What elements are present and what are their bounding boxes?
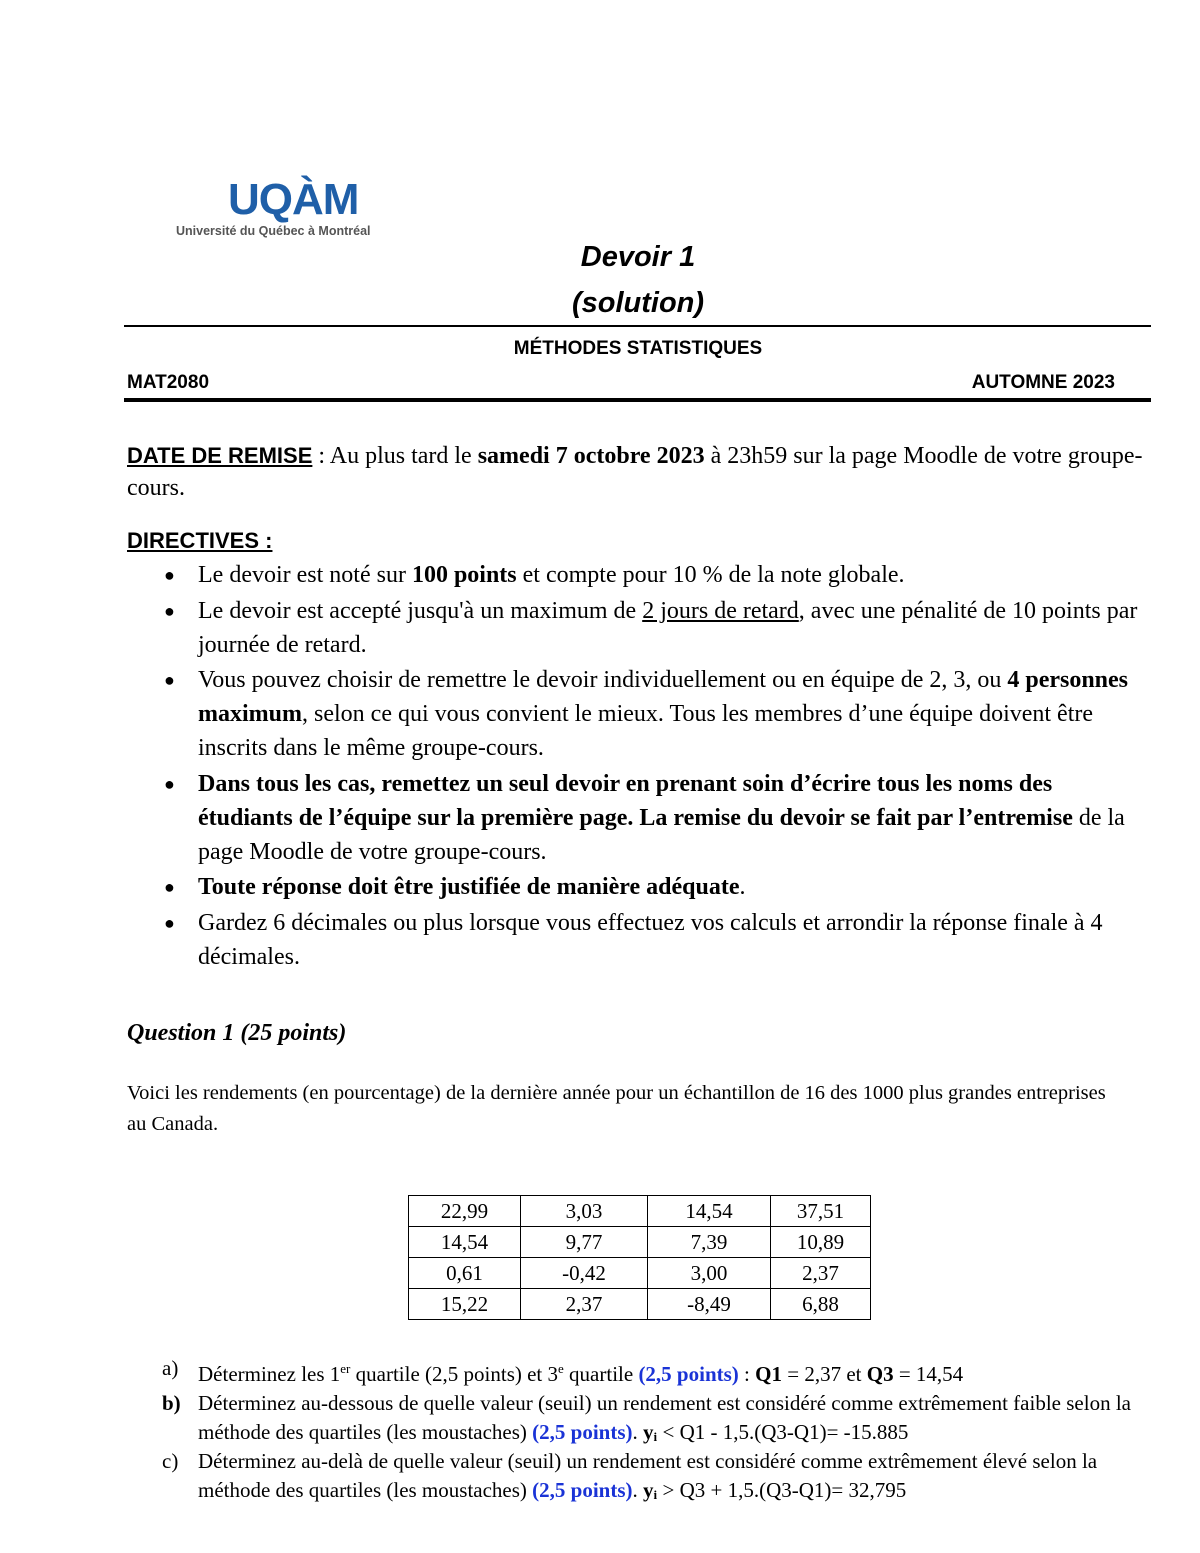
table-cell: -8,49: [647, 1288, 771, 1320]
directive-item: ● Gardez 6 décimales ou plus lorsque vous…: [160, 906, 1152, 974]
text-segment: Q1: [755, 1362, 782, 1386]
text-segment: er: [340, 1361, 351, 1376]
table-cell: 6,88: [770, 1288, 871, 1320]
question-intro: Voici les rendements (en pourcentage) de…: [127, 1082, 1106, 1135]
bullet-icon: ●: [164, 670, 175, 690]
text-segment: Toute réponse doit être justifiée de man…: [198, 874, 740, 900]
text-segment: 4 personnes maximum: [198, 667, 1129, 727]
table-cell: 7,39: [647, 1226, 771, 1258]
text-segment: de la page Moodle de votre groupe-cours.: [198, 804, 1125, 865]
divider: [124, 398, 1151, 402]
directives-list: ● Le devoir est noté sur 100 points et co…: [160, 558, 1152, 975]
text-segment: Gardez 6 décimales ou plus lorsque vous …: [198, 909, 1103, 970]
text-segment: Déterminez au-dessous de quelle valeur (…: [198, 1391, 1131, 1444]
directive-item: ● Le devoir est noté sur 100 points et co…: [160, 558, 1152, 592]
part-marker: c): [162, 1449, 179, 1473]
text-segment: Le devoir est accepté jusqu'à un maximum…: [198, 597, 643, 624]
table-row: 22,99 3,03 14,54 37,51: [408, 1195, 871, 1227]
directive-item: ● Vous pouvez choisir de remettre le devo…: [160, 663, 1152, 765]
text-segment: Déterminez les 1: [198, 1362, 341, 1386]
question-part: a) Déterminez les 1er quartile (2,5 point…: [160, 1354, 1160, 1389]
text-segment: e: [558, 1361, 564, 1376]
text-segment: (2,5 points): [638, 1362, 739, 1386]
text-segment: 100 points: [411, 562, 517, 588]
text-segment: quartile (2,5 points) et 3: [350, 1362, 559, 1386]
course-subject: MÉTHODES STATISTIQUES: [513, 338, 763, 359]
directive-item: ● Dans tous les cas, remettez un seul dev…: [160, 767, 1152, 869]
uqam-logo: UQÀM Université du Québec à Montréal: [176, 175, 376, 239]
text-segment: yᵢ: [643, 1478, 658, 1502]
text-segment: , selon ce qui vous convient le mieux. T…: [198, 701, 1094, 761]
course-code: MAT2080: [127, 372, 210, 393]
text-segment: yᵢ: [643, 1420, 658, 1444]
directives-label: DIRECTIVES :: [127, 528, 273, 553]
text-segment: (2,5 points): [532, 1478, 633, 1502]
text-segment: < Q1 - 1,5.(Q3-Q1)= -15.885: [657, 1420, 909, 1444]
table-row: 0,61 -0,42 3,00 2,37: [408, 1257, 871, 1289]
text-segment: :: [738, 1362, 756, 1386]
text-segment: = 14,54: [893, 1362, 964, 1386]
question-title: Question 1 (25 points): [127, 1020, 347, 1046]
logo-subtitle: Université du Québec à Montréal: [176, 224, 371, 238]
directive-item: ● Toute réponse doit être justifiée de ma…: [160, 870, 1152, 904]
divider: [124, 325, 1151, 327]
question-part: b) Déterminez au-dessous de quelle valeur…: [160, 1389, 1160, 1447]
text-segment: Q3: [866, 1362, 894, 1386]
table-cell: -0,42: [520, 1257, 648, 1289]
table-cell: 22,99: [408, 1195, 521, 1227]
text-segment: .: [632, 1478, 644, 1502]
bullet-icon: ●: [164, 912, 175, 933]
text-segment: quartile: [563, 1362, 639, 1386]
text-segment: 2 jours de retard: [642, 597, 799, 624]
due-date-label: DATE DE REMISE: [127, 443, 313, 468]
question-part: c) Déterminez au-delà de quelle valeur (s…: [160, 1447, 1160, 1505]
course-term: AUTOMNE 2023: [971, 372, 1115, 393]
text-segment: et compte pour 10 % de la note globale.: [516, 562, 905, 588]
text-segment: .: [739, 874, 746, 900]
table-cell: 0,61: [408, 1257, 521, 1289]
bullet-icon: ●: [164, 600, 175, 621]
table-cell: 14,54: [408, 1226, 521, 1258]
text-segment: Vous pouvez choisir de remettre le devoi…: [198, 667, 1008, 693]
table-cell: 3,00: [647, 1257, 771, 1289]
table-cell: 15,22: [408, 1288, 521, 1320]
table-cell: 14,54: [647, 1195, 771, 1227]
text-segment: Le devoir est noté sur: [198, 562, 412, 588]
table-cell: 2,37: [770, 1257, 871, 1289]
bullet-icon: ●: [164, 877, 175, 897]
table-row: 15,22 2,37 -8,49 6,88: [408, 1288, 871, 1320]
text-segment: à 23h59 sur la page Moodle de votre grou…: [127, 443, 1143, 501]
bullet-icon: ●: [164, 565, 175, 585]
table-cell: 2,37: [520, 1288, 648, 1320]
due-date-paragraph: DATE DE REMISE : Au plus tard le samedi …: [127, 440, 1152, 504]
text-segment: Dans tous les cas, remettez un seul devo…: [198, 770, 1073, 831]
text-segment: (2,5 points): [532, 1420, 633, 1444]
part-marker: b): [162, 1391, 181, 1415]
returns-table: 22,99 3,03 14,54 37,51 14,54 9,77 7,39 10,89 0,6…: [408, 1195, 871, 1320]
text-segment: .: [632, 1420, 644, 1444]
document-title: Devoir 1: [580, 241, 696, 273]
text-segment: : Au plus tard le: [312, 443, 478, 469]
text-segment: Déterminez au-delà de quelle valeur (seu…: [198, 1449, 1098, 1502]
table-cell: 9,77: [520, 1226, 648, 1258]
logo-mark: UQÀM: [228, 175, 359, 224]
part-marker: a): [162, 1356, 179, 1380]
table-cell: 3,03: [520, 1195, 648, 1227]
directive-item: ● Le devoir est accepté jusqu'à un maximu…: [160, 594, 1152, 662]
table-cell: 10,89: [770, 1226, 871, 1258]
table-row: 14,54 9,77 7,39 10,89: [408, 1226, 871, 1258]
text-segment: , avec une pénalité de 10 points par jou…: [198, 597, 1138, 658]
text-segment: = 2,37 et: [781, 1362, 867, 1386]
bullet-icon: ●: [164, 773, 175, 794]
text-segment: samedi 7 octobre 2023: [477, 443, 705, 469]
question-parts: a) Déterminez les 1er quartile (2,5 point…: [160, 1354, 1160, 1505]
document-subtitle: (solution): [571, 287, 705, 319]
text-segment: > Q3 + 1,5.(Q3-Q1)= 32,795: [657, 1478, 907, 1502]
table-cell: 37,51: [770, 1195, 871, 1227]
